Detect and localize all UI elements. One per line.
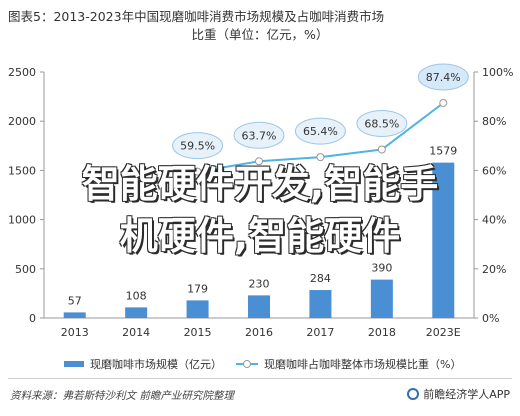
- bar-value-label: 108: [126, 289, 147, 302]
- line-point: [377, 145, 386, 154]
- right-tick-label: 0%: [482, 312, 499, 325]
- right-tick-label: 100%: [482, 66, 513, 79]
- right-tick-label: 60%: [482, 164, 506, 177]
- chart-title-line1: 图表5：2013-2023年中国现磨咖啡消费市场规模及占咖啡消费市场: [8, 9, 385, 24]
- line-point: [255, 157, 263, 166]
- line-value-label: 63.7%: [242, 129, 277, 142]
- chart-title: 图表5：2013-2023年中国现磨咖啡消费市场规模及占咖啡消费市场 比重（单位…: [8, 8, 512, 44]
- x-tick-label: 2018: [368, 326, 396, 339]
- line-value-label: 59.5%: [180, 140, 215, 153]
- line-point: [439, 98, 448, 107]
- bar: [248, 295, 270, 318]
- bar-value-label: 57: [68, 294, 82, 307]
- line-value-label: 87.4%: [426, 71, 461, 84]
- left-tick-label: 0: [29, 312, 36, 325]
- legend-line-label: 现磨咖啡占咖啡整体市场规模比重（%）: [264, 358, 462, 371]
- chart-title-line2: 比重（单位：亿元，%）: [191, 27, 329, 42]
- left-tick-label: 1000: [8, 214, 36, 227]
- left-tick-label: 2500: [8, 66, 36, 79]
- bar-value-label: 1579: [429, 145, 457, 158]
- bar: [370, 279, 393, 318]
- left-tick-label: 1500: [8, 164, 36, 177]
- brand-logo-icon: [407, 388, 420, 400]
- right-tick-label: 20%: [482, 263, 506, 276]
- x-tick-label: 2017: [306, 326, 334, 339]
- bar-value-label: 284: [310, 272, 331, 285]
- footer-divider: [8, 378, 512, 379]
- right-tick-label: 40%: [482, 214, 506, 227]
- line-value-bubble: [172, 132, 224, 160]
- line-value-bubble: [417, 63, 469, 91]
- legend-item-bar: 现磨咖啡市场规模（亿元）: [64, 356, 222, 372]
- bar-value-label: 230: [249, 277, 270, 290]
- x-tick-label: 2015: [184, 326, 212, 339]
- bar-value-label: 179: [187, 282, 208, 295]
- line-value-bubble: [356, 109, 408, 137]
- bar: [125, 307, 148, 318]
- left-tick-label: 2000: [8, 115, 36, 128]
- line-value-label: 65.4%: [303, 125, 338, 138]
- bar: [186, 300, 209, 318]
- legend-line-swatch: [236, 359, 258, 369]
- legend-item-line: 现磨咖啡占咖啡整体市场规模比重（%）: [236, 356, 461, 372]
- bar-value-label: 390: [371, 262, 392, 275]
- bar: [63, 312, 86, 318]
- bar: [432, 162, 455, 318]
- line-point: [316, 153, 325, 162]
- line-point: [193, 167, 202, 176]
- legend-bar-swatch: [64, 361, 84, 367]
- x-tick-label: 2014: [122, 326, 150, 339]
- legend-bar-label: 现磨咖啡市场规模（亿元）: [90, 358, 222, 371]
- line-value-bubble: [294, 117, 346, 145]
- line-value-bubble: [233, 121, 285, 149]
- x-tick-label: 2023E: [426, 326, 461, 339]
- x-tick-label: 2013: [61, 326, 89, 339]
- line-value-label: 68.5%: [364, 117, 399, 130]
- source-note: 资料来源：弗若斯特沙利文 前瞻产业研究院整理: [10, 390, 234, 402]
- left-tick-label: 500: [15, 263, 36, 276]
- brand-mark: 前瞻经济学人APP: [407, 386, 510, 402]
- brand-name: 前瞻经济学人APP: [423, 388, 510, 401]
- bar: [309, 290, 332, 318]
- right-tick-label: 80%: [482, 115, 506, 128]
- x-tick-label: 2016: [245, 326, 273, 339]
